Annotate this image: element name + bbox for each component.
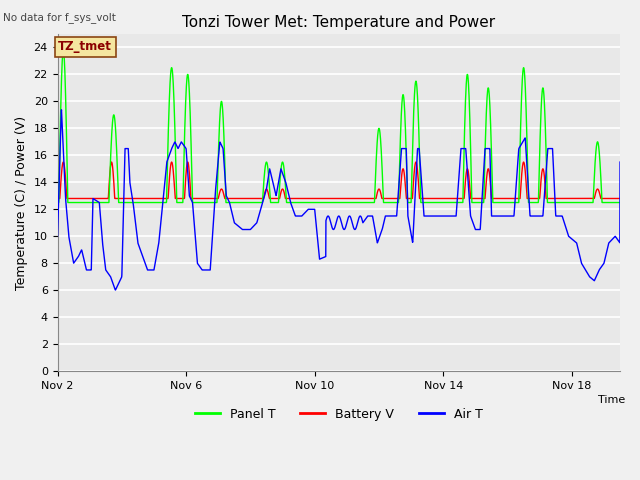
Text: Time: Time (598, 395, 626, 405)
Text: TZ_tmet: TZ_tmet (58, 40, 112, 53)
Title: Tonzi Tower Met: Temperature and Power: Tonzi Tower Met: Temperature and Power (182, 15, 495, 30)
Legend: Panel T, Battery V, Air T: Panel T, Battery V, Air T (189, 403, 488, 426)
Y-axis label: Temperature (C) / Power (V): Temperature (C) / Power (V) (15, 116, 28, 289)
Text: No data for f_sys_volt: No data for f_sys_volt (3, 12, 116, 23)
